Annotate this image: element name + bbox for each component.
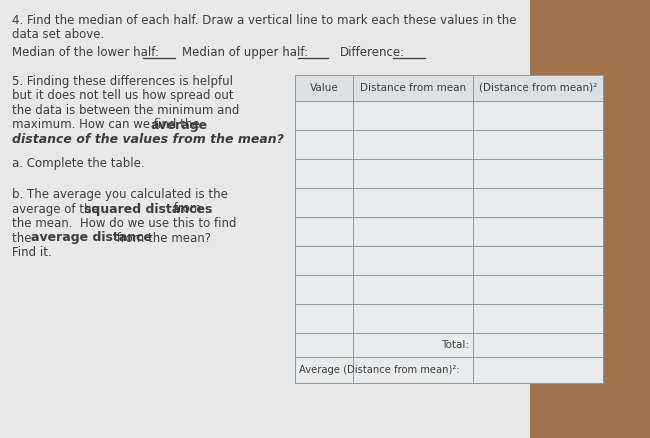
Text: from: from [170,202,202,215]
Text: 4. Find the median of each half. Draw a vertical line to mark each these values : 4. Find the median of each half. Draw a … [12,14,517,27]
Text: Median of upper half:: Median of upper half: [182,46,308,59]
Text: Total:: Total: [441,340,469,350]
Text: Find it.: Find it. [12,246,52,259]
Text: maximum. How can we find the: maximum. How can we find the [12,119,203,131]
Text: a. Complete the table.: a. Complete the table. [12,158,144,170]
Bar [0,0,530,438]
Text: from the mean?: from the mean? [112,232,211,244]
Text: the data is between the minimum and: the data is between the minimum and [12,104,239,117]
Text: 5. Finding these differences is helpful: 5. Finding these differences is helpful [12,75,233,88]
Text: average of the: average of the [12,202,103,215]
Bar [295,75,603,383]
Text: average: average [151,119,208,131]
Text: but it does not tell us how spread out: but it does not tell us how spread out [12,89,233,102]
Text: the: the [12,232,35,244]
Text: squared distances: squared distances [84,202,212,215]
Text: Median of the lower half:: Median of the lower half: [12,46,159,59]
Text: Difference:: Difference: [340,46,405,59]
Text: average distance: average distance [31,232,152,244]
Bar [295,75,603,383]
Text: Distance from mean: Distance from mean [360,83,466,93]
Bar [295,75,603,101]
Text: (Distance from mean)²: (Distance from mean)² [479,83,597,93]
Text: the mean.  How do we use this to find: the mean. How do we use this to find [12,217,237,230]
Text: Average (Distance from mean)²:: Average (Distance from mean)²: [299,365,460,375]
Text: b. The average you calculated is the: b. The average you calculated is the [12,188,228,201]
Text: Value: Value [309,83,339,93]
Text: data set above.: data set above. [12,28,104,41]
Text: distance of the values from the mean?: distance of the values from the mean? [12,133,284,146]
